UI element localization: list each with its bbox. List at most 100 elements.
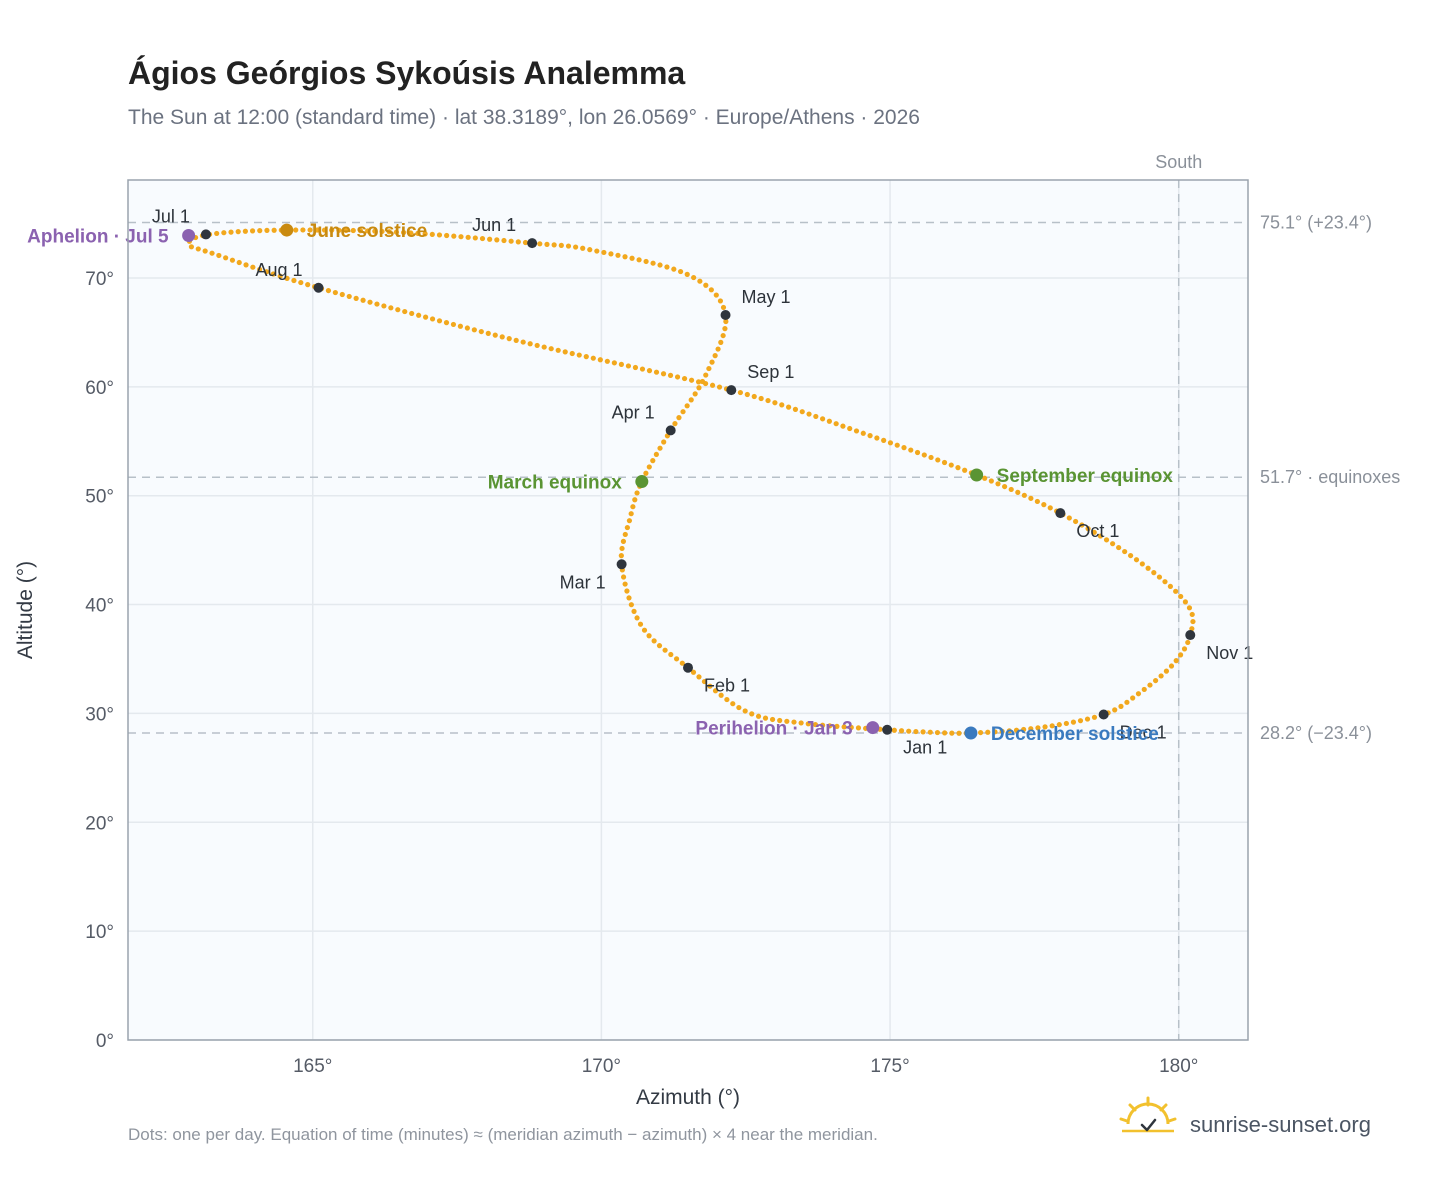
month-marker bbox=[1185, 630, 1196, 641]
x-tick-label: 165° bbox=[293, 1056, 332, 1077]
daily-sun-dot bbox=[478, 328, 484, 335]
daily-sun-dot bbox=[716, 384, 723, 390]
daily-sun-dot bbox=[620, 574, 627, 580]
daily-sun-dot bbox=[1116, 544, 1122, 551]
daily-sun-dot bbox=[662, 647, 668, 653]
daily-sun-dot bbox=[921, 452, 927, 458]
daily-sun-dot bbox=[819, 722, 826, 728]
daily-sun-dot bbox=[715, 346, 721, 352]
daily-sun-dot bbox=[691, 274, 697, 281]
event-marker bbox=[964, 726, 978, 740]
daily-sun-dot bbox=[221, 230, 227, 236]
daily-sun-dot bbox=[353, 295, 359, 301]
daily-sun-dot bbox=[653, 369, 660, 375]
reference-label: 51.7° · equinoxes bbox=[1260, 467, 1400, 487]
y-tick-label: 20° bbox=[85, 813, 114, 834]
daily-sun-dot bbox=[762, 715, 769, 721]
y-tick-label: 0° bbox=[96, 1031, 114, 1052]
month-marker bbox=[1098, 709, 1109, 720]
daily-sun-dot bbox=[887, 440, 894, 446]
daily-sun-dot bbox=[855, 725, 862, 731]
daily-sun-dot bbox=[367, 299, 373, 305]
daily-sun-dot bbox=[1047, 505, 1053, 511]
daily-sun-dot bbox=[791, 719, 797, 725]
daily-sun-dot bbox=[527, 341, 533, 347]
brand-name[interactable]: sunrise-sunset.org bbox=[1190, 1112, 1371, 1137]
daily-sun-dot bbox=[703, 282, 709, 288]
daily-sun-dot bbox=[712, 688, 719, 694]
daily-sun-dot bbox=[372, 228, 378, 234]
daily-sun-dot bbox=[1041, 502, 1047, 508]
daily-sun-dot bbox=[941, 459, 948, 466]
daily-sun-dot bbox=[611, 360, 617, 366]
daily-sun-dot bbox=[934, 729, 941, 736]
daily-sun-dot bbox=[646, 368, 653, 374]
daily-sun-dot bbox=[894, 442, 900, 448]
daily-sun-dot bbox=[1021, 726, 1027, 733]
daily-sun-dot bbox=[624, 524, 630, 531]
daily-sun-dot bbox=[522, 239, 529, 246]
daily-sun-dot bbox=[992, 729, 998, 735]
daily-sun-dot bbox=[724, 696, 730, 703]
y-tick-label: 10° bbox=[85, 922, 114, 943]
month-marker bbox=[720, 309, 731, 320]
daily-sun-dot bbox=[718, 692, 724, 698]
event-label: March equinox bbox=[488, 473, 623, 494]
daily-sun-dot bbox=[513, 337, 519, 343]
daily-sun-dot bbox=[1035, 725, 1041, 731]
daily-sun-dot bbox=[249, 228, 256, 234]
y-tick-label: 40° bbox=[85, 596, 114, 617]
daily-sun-dot bbox=[214, 230, 220, 237]
month-marker bbox=[616, 559, 627, 570]
daily-sun-dot bbox=[307, 227, 313, 233]
daily-sun-dot bbox=[712, 353, 718, 359]
daily-sun-dot bbox=[209, 250, 215, 256]
daily-sun-dot bbox=[388, 305, 394, 311]
daily-sun-dot bbox=[402, 308, 408, 315]
daily-sun-dot bbox=[646, 464, 652, 470]
reference-label: 75.1° (+23.4°) bbox=[1260, 212, 1372, 232]
daily-sun-dot bbox=[684, 403, 690, 409]
daily-sun-dot bbox=[1042, 724, 1048, 730]
daily-sun-dot bbox=[594, 248, 600, 254]
daily-sun-dot bbox=[501, 237, 507, 244]
south-label: South bbox=[1155, 152, 1202, 172]
daily-sun-dot bbox=[250, 264, 256, 270]
daily-sun-dot bbox=[544, 241, 550, 247]
daily-sun-dot bbox=[632, 497, 638, 503]
daily-sun-dot bbox=[935, 457, 941, 463]
daily-sun-dot bbox=[657, 445, 663, 451]
daily-sun-dot bbox=[927, 729, 933, 735]
daily-sun-dot bbox=[576, 352, 582, 358]
daily-sun-dot bbox=[853, 428, 860, 434]
daily-sun-dot bbox=[590, 355, 596, 361]
daily-sun-dot bbox=[701, 678, 708, 685]
x-axis-label: Azimuth (°) bbox=[636, 1086, 740, 1109]
daily-sun-dot bbox=[696, 385, 702, 391]
daily-sun-dot bbox=[722, 326, 728, 332]
daily-sun-dot bbox=[1133, 557, 1140, 563]
daily-sun-dot bbox=[769, 716, 776, 723]
daily-sun-dot bbox=[565, 243, 572, 249]
daily-sun-dot bbox=[913, 728, 919, 735]
month-label: May 1 bbox=[742, 287, 791, 307]
daily-sun-dot bbox=[1151, 570, 1157, 576]
month-label: Apr 1 bbox=[612, 402, 655, 422]
month-label: Feb 1 bbox=[704, 676, 750, 696]
daily-sun-dot bbox=[264, 227, 270, 233]
daily-sun-dot bbox=[1189, 611, 1195, 618]
daily-sun-dot bbox=[1079, 522, 1085, 528]
daily-sun-dot bbox=[661, 439, 667, 445]
daily-sun-dot bbox=[667, 372, 674, 378]
daily-sun-dot bbox=[1189, 626, 1195, 632]
month-marker bbox=[527, 238, 538, 249]
chart-subtitle: The Sun at 12:00 (standard time) · lat 3… bbox=[128, 106, 920, 129]
daily-sun-dot bbox=[429, 231, 435, 238]
daily-sun-dot bbox=[827, 723, 833, 729]
month-label: Jul 1 bbox=[152, 206, 190, 226]
daily-sun-dot bbox=[202, 248, 208, 254]
y-axis-label: Altitude (°) bbox=[14, 561, 37, 659]
daily-sun-dot bbox=[332, 289, 338, 296]
daily-sun-dot bbox=[628, 602, 634, 608]
daily-sun-dot bbox=[293, 227, 299, 233]
